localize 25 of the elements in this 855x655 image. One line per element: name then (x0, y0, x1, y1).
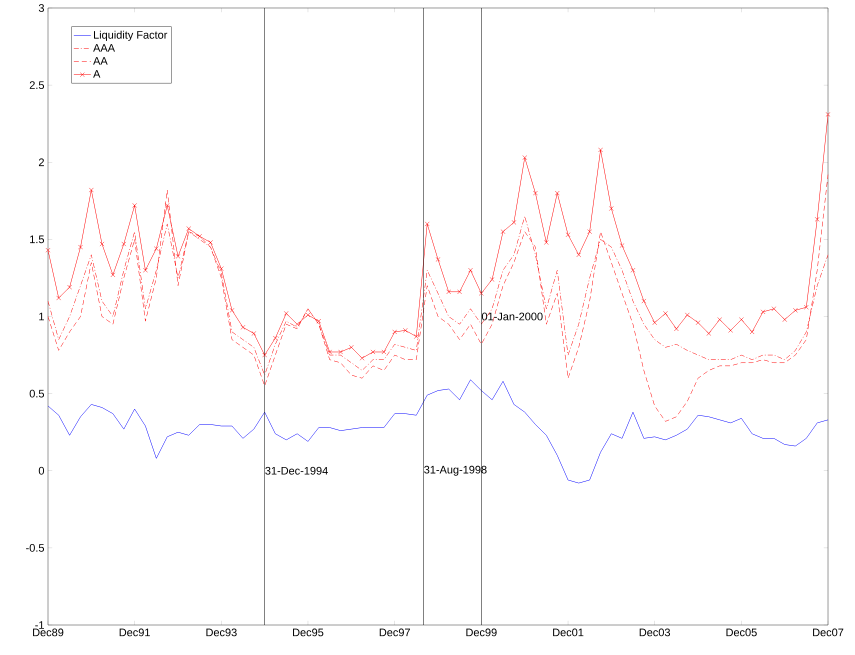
legend-label: AA (93, 57, 108, 65)
x-tick-label: Dec07 (813, 628, 844, 636)
y-tick-label: 3 (38, 4, 44, 12)
legend-label: A (93, 70, 100, 78)
x-tick-label: Dec03 (640, 628, 670, 636)
ref-line-label: 01-Jan-2000 (482, 312, 543, 320)
y-tick-label: -0.5 (26, 544, 44, 552)
x-tick-label: Dec93 (206, 628, 237, 636)
x-tick-label: Dec91 (120, 628, 150, 636)
y-tick-label: 1.5 (30, 236, 44, 244)
x-tick-label: Dec01 (553, 628, 584, 636)
x-tick-label: Dec05 (726, 628, 757, 636)
x-tick-label: Dec95 (293, 628, 324, 636)
x-tick-label: Dec99 (466, 628, 497, 636)
y-tick-label: 1 (39, 312, 44, 320)
ref-line-label: 31-Dec-1994 (265, 466, 328, 475)
x-tick-label: Dec97 (380, 628, 410, 636)
legend-label: AAA (93, 44, 115, 52)
y-tick-label: 2.5 (30, 81, 44, 89)
y-tick-label: 0.5 (30, 390, 44, 398)
y-tick-label: 0 (38, 466, 44, 475)
y-tick-label: -1 (35, 621, 44, 629)
y-tick-label: 2 (38, 158, 44, 166)
legend-label: Liquidity Factor (94, 30, 168, 41)
x-tick-label: Dec89 (33, 628, 64, 636)
